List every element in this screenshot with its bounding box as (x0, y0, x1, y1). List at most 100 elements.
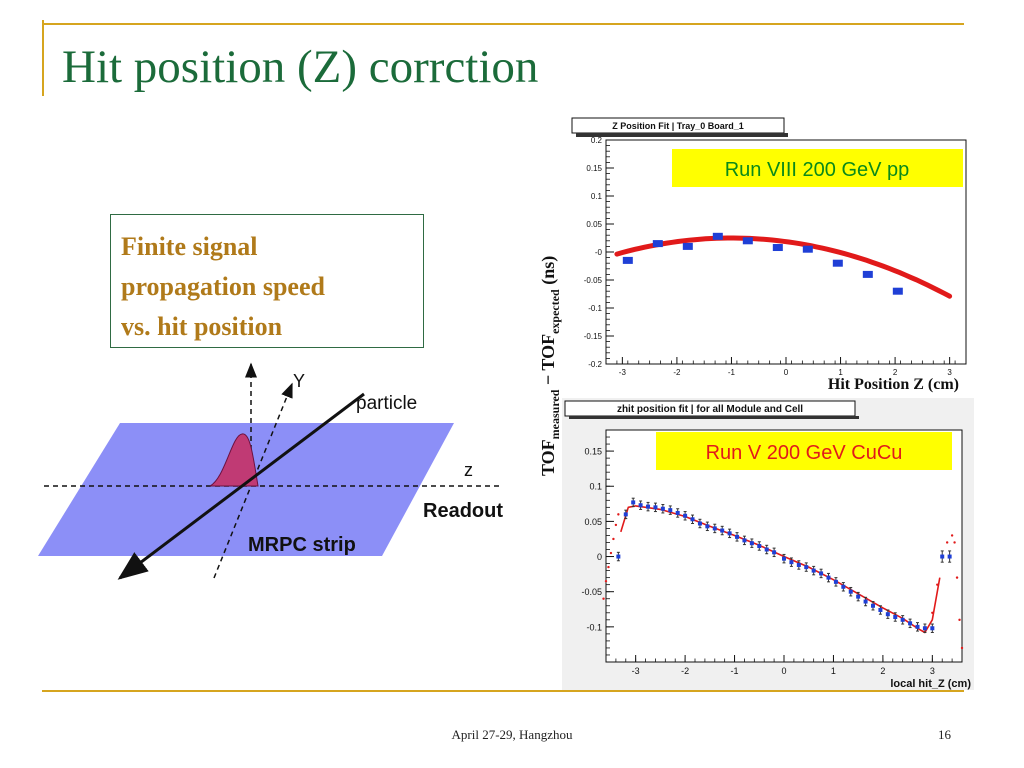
plot2-tail-dot (950, 534, 954, 537)
plot2-data-point (690, 517, 695, 522)
plot1-data-point (772, 244, 783, 252)
plot2-xlabel: local hit_Z (cm) (890, 678, 971, 690)
ylabel-sub-measured: measured (548, 389, 562, 439)
plot2-data-point (804, 565, 809, 570)
plot2-title: zhit position fit | for all Module and C… (617, 404, 803, 415)
page-number: 16 (938, 727, 951, 742)
note-box: Finite signal propagation speed vs. hit … (110, 214, 424, 348)
plot2-tail-dot (958, 618, 961, 622)
plot1-title: Z Position Fit | Tray_0 Board_1 (612, 121, 744, 131)
plot1-fit-curve (614, 235, 953, 299)
plot2-xtick-label: 0 (781, 666, 786, 676)
plot2-data-point (940, 554, 945, 559)
slide-title: Hit position (Z) corrction (62, 41, 539, 93)
plot2-data-point (675, 510, 680, 515)
plot2-data-point (720, 528, 725, 533)
plot2-data-point (789, 560, 794, 565)
plot2-tail-dot (602, 597, 605, 600)
plot2-annotation: Run V 200 GeV CuCu (706, 442, 903, 464)
plot2-ytick-label: -0.05 (581, 587, 602, 597)
plot2-data-point (646, 504, 651, 509)
plot2-data-point (683, 513, 688, 518)
plot2-data-point (893, 615, 898, 620)
plot1-xtick-label: -1 (728, 368, 736, 377)
plot1-ytick-label: -0.1 (588, 304, 602, 313)
plot2-data-point (833, 579, 838, 584)
plot2-data-point (757, 544, 762, 548)
note-line-1: Finite signal (121, 232, 258, 261)
plot2-data-point (638, 503, 643, 508)
note-line-2: propagation speed (121, 272, 325, 301)
plot2-data-point (727, 531, 732, 536)
ylabel-sub-expected: expected (548, 289, 562, 334)
bottom-divider (42, 690, 964, 692)
plot2-data-point (885, 612, 890, 617)
plot2-data-point (863, 599, 868, 604)
plot1-xtick-label: -3 (619, 368, 627, 377)
plot2-data-point (930, 626, 935, 631)
plot1-title-shadow (576, 133, 788, 137)
plot1-data-point (712, 232, 723, 240)
plot2-tail-dot (953, 541, 956, 544)
plot1-data-point (832, 259, 843, 267)
plot2-data-point (623, 512, 628, 517)
plot1-ytick-label: -0 (595, 248, 603, 257)
plot2-tail-dot (617, 513, 620, 516)
plot2-data-point (811, 568, 816, 573)
plot2-data-point (735, 534, 740, 539)
accent-bar (42, 20, 44, 96)
ylabel-minus-tof: − TOF (538, 334, 558, 390)
axis-y-label: Y (293, 371, 305, 391)
plot2-data-point (653, 505, 658, 510)
signal-pulse (209, 433, 259, 487)
plot2-data-point (819, 571, 824, 576)
plot1-data-point (652, 240, 663, 248)
readout-label: Readout (423, 500, 503, 522)
plot2-data-point (871, 603, 875, 608)
plot2-data-point (772, 550, 777, 555)
ylabel-svg: TOFmeasured − TOFexpected (ns) (538, 256, 562, 476)
plot2-data-point (705, 524, 710, 529)
plot2-xtick-label: 3 (930, 666, 935, 676)
footer-text: April 27-29, Hangzhou (451, 727, 573, 742)
plot1-xtick-label: 1 (838, 368, 843, 377)
plot1-xtick-label: 2 (893, 368, 898, 377)
plot2-ytick-label: 0.15 (584, 447, 602, 457)
plot2-data-point (856, 594, 861, 599)
plot2-data-point (908, 621, 913, 626)
particle-label: particle (356, 393, 417, 414)
plot2-tail-dot (609, 551, 613, 555)
plot1-data-point (682, 242, 693, 250)
plot1-ytick-label: 0.1 (591, 192, 603, 201)
plot2-xtick-label: -1 (731, 666, 739, 676)
plot-run-v: zhit position fit | for all Module and C… (562, 398, 974, 690)
plot2-tail-dot (604, 579, 608, 583)
plot2-data-point (712, 526, 717, 531)
plot2-data-point (826, 575, 831, 580)
plot2-tail-dot (612, 537, 615, 541)
plot2-tail-dot (960, 646, 964, 650)
plot1-data-point (622, 256, 633, 264)
plot2-tail-dot (945, 541, 949, 544)
plot1-xtick-label: -2 (673, 368, 681, 377)
plot1-data-point (892, 287, 903, 295)
plot2-data-point (616, 554, 621, 559)
plot2-ytick-label: 0.1 (589, 482, 602, 492)
plot1-ytick-label: 0.2 (591, 136, 603, 145)
plot1-xtick-label: 3 (947, 368, 952, 377)
plot1-data-point (862, 270, 873, 278)
plot2-data-point (749, 541, 754, 546)
note-line-3: vs. hit position (121, 312, 283, 341)
plot1-data-point (742, 237, 753, 245)
plot2-data-point (878, 607, 883, 612)
plot2-data-point (915, 624, 920, 629)
y-axis (213, 382, 293, 579)
plot2-data-point (848, 589, 853, 594)
plot2-data-point (697, 521, 702, 526)
plot2-data-point (922, 626, 927, 631)
ylabel-unit: (ns) (538, 256, 559, 290)
plot1-annotation: Run VIII 200 GeV pp (725, 159, 910, 181)
plot2-data-point (782, 556, 786, 561)
strip-label: MRPC strip (248, 534, 356, 556)
plot2-data-point (660, 506, 665, 511)
